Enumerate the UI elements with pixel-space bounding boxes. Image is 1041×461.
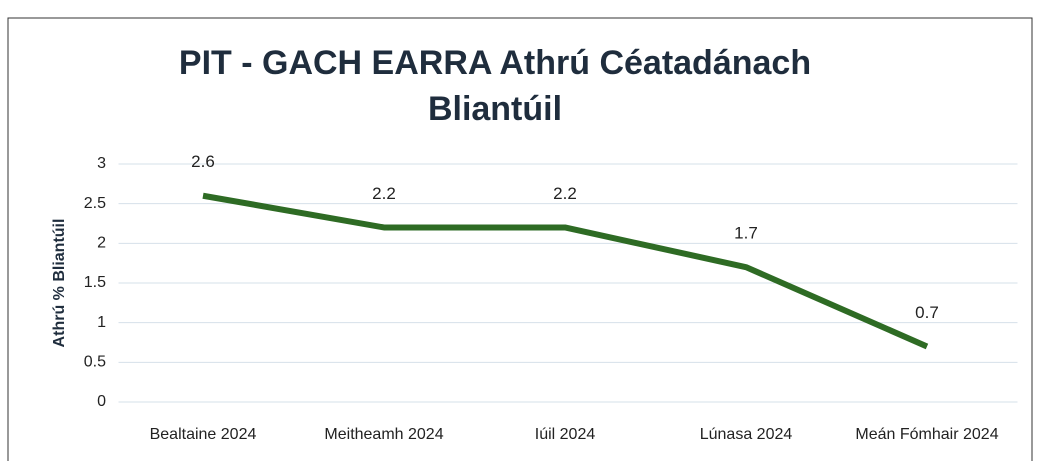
y-tick-label: 3: [97, 155, 106, 172]
y-tick-label: 1.5: [84, 274, 106, 291]
y-tick-label: 0.5: [84, 354, 106, 371]
y-axis-label: Athrú % Bliantúil: [51, 219, 68, 348]
x-tick-label: Meitheamh 2024: [324, 426, 443, 443]
chart-border: [7, 17, 1033, 461]
line: [202, 192, 929, 350]
data-label: 2.6: [191, 152, 215, 171]
y-tick-label: 0: [97, 393, 106, 410]
data-label: 0.7: [915, 303, 939, 322]
y-tick-label: 1: [97, 314, 106, 331]
y-tick-label: 2.5: [84, 195, 106, 212]
data-label: 2.2: [372, 184, 396, 203]
y-tick-label: 2: [97, 235, 106, 252]
data-label: 1.7: [734, 224, 758, 243]
x-tick-label: Iúil 2024: [535, 426, 596, 443]
x-tick-label: Lúnasa 2024: [700, 426, 793, 443]
x-tick-label: Bealtaine 2024: [150, 426, 257, 443]
data-label: 2.2: [553, 184, 577, 203]
x-tick-label: Meán Fómhair 2024: [855, 426, 998, 443]
chart-title: PIT - GACH EARRA Athrú Céatadánach Blian…: [178, 44, 812, 128]
